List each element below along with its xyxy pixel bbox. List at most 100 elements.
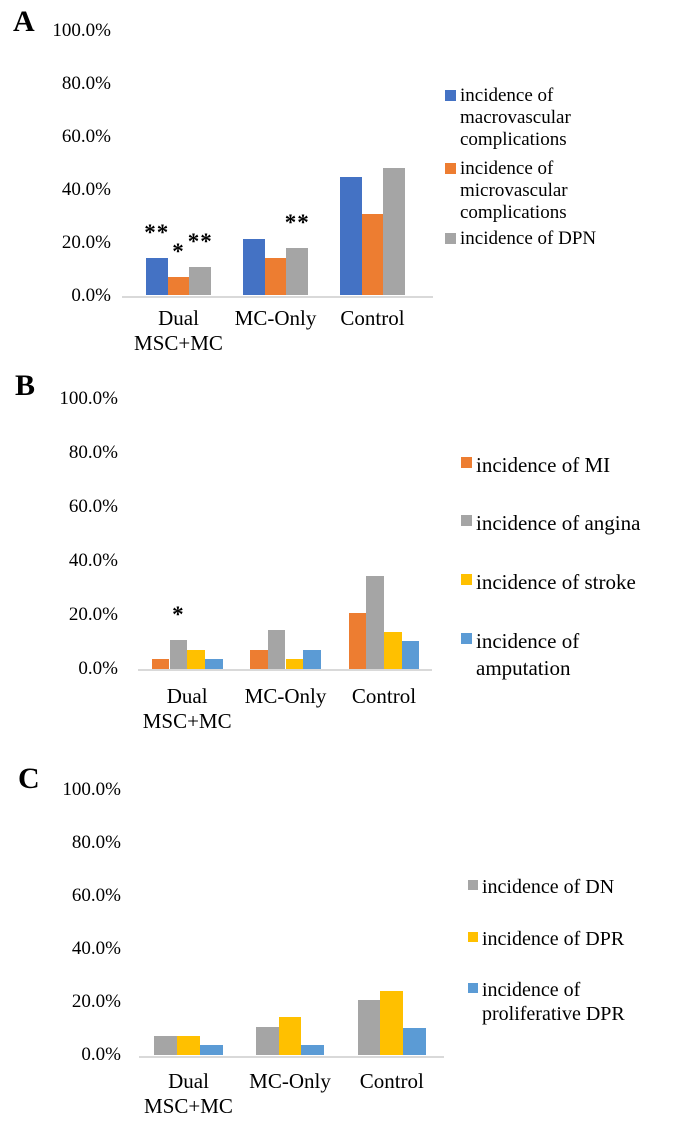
x-axis-category-label: Dual MSC+MC [109, 306, 249, 356]
legend-swatch-icon [445, 233, 456, 244]
x-axis-category-label: Control [314, 684, 454, 709]
x-axis-category-label-line: Control [340, 306, 405, 330]
bar [361, 213, 384, 296]
legend-label-line: incidence of DPN [460, 228, 597, 249]
y-axis-tick-label: 40.0% [68, 550, 118, 571]
bar [242, 238, 265, 296]
legend-label-line: incidence of MI [476, 453, 611, 477]
y-axis-tick-label: 80.0% [68, 442, 118, 463]
bar [366, 575, 384, 669]
bar [357, 1000, 381, 1055]
y-axis-tick-label: 100.0% [52, 20, 111, 41]
y-axis-tick-label: 0.0% [71, 284, 111, 306]
x-axis-line [139, 1056, 444, 1058]
bar [169, 640, 188, 669]
y-axis-tick-label: 60.0% [71, 885, 121, 906]
legend-label-line: incidence of DN [482, 876, 615, 898]
x-axis-category-label-line: Dual [158, 306, 199, 330]
y-axis-tick-label: 20.0% [68, 604, 118, 625]
y-axis-tick-label: 40.0% [71, 938, 121, 959]
bar [154, 1036, 178, 1055]
legend-label-line: incidence of stroke [476, 570, 636, 594]
significance-asterisk: ** [144, 219, 170, 245]
bar [267, 630, 286, 669]
legend-swatch-icon [461, 633, 472, 644]
bar [264, 257, 287, 296]
bar [250, 649, 268, 669]
legend-label: incidence of DPR [482, 927, 624, 951]
y-axis-tick-label: 0.0% [78, 658, 118, 679]
y-axis-tick-label: 100.0% [62, 779, 121, 800]
legend-label-line: complications [460, 202, 567, 223]
bar [384, 631, 402, 669]
legend-label: incidence of angina [476, 510, 640, 537]
legend-swatch-icon [468, 983, 478, 993]
bar [303, 649, 321, 669]
y-axis-tick-label: 60.0% [68, 496, 118, 517]
bar [301, 1045, 325, 1055]
bar [403, 1027, 426, 1055]
bar [204, 659, 223, 669]
legend-label: incidence of DPN [460, 228, 596, 250]
bar [380, 991, 404, 1055]
legend-label-line: incidence of [460, 85, 554, 106]
legend-label: incidence of macrovascular complications [460, 85, 571, 151]
legend-label: incidence of stroke [476, 569, 636, 596]
bar [177, 1036, 200, 1055]
legend-label-line: complications [460, 129, 567, 150]
bar [348, 613, 367, 669]
y-axis-tick-label: 100.0% [59, 388, 118, 409]
x-axis-category-label: Control [303, 306, 443, 331]
legend-label-line: amputation [476, 656, 571, 680]
bar [285, 659, 304, 669]
legend-swatch-icon [445, 163, 456, 174]
legend-label-line: incidence of DPR [482, 928, 625, 950]
y-axis-tick-label: 80.0% [71, 832, 121, 853]
legend-label: incidence of DN [482, 875, 614, 899]
x-axis-category-label-line: Dual [166, 684, 208, 708]
legend-label-line: macrovascular [460, 107, 571, 128]
x-axis-category-label: MC-Only [206, 306, 346, 331]
bar [189, 267, 212, 296]
x-axis-category-label-line: Control [359, 1069, 424, 1093]
legend-label: incidence of proliferative DPR [482, 978, 625, 1026]
x-axis-category-label: MC-Only [216, 684, 356, 709]
bar [255, 1026, 279, 1055]
bar [145, 257, 168, 296]
legend-swatch-icon [461, 457, 472, 468]
legend-label: incidence of MI [476, 452, 610, 479]
y-axis-tick-label: 80.0% [61, 72, 111, 94]
legend-swatch-icon [445, 90, 456, 101]
legend-swatch-icon [468, 932, 478, 942]
x-axis-category-label-line: MC-Only [234, 306, 317, 330]
x-axis-line [138, 669, 432, 671]
significance-asterisk: * [172, 602, 185, 628]
x-axis-category-label-line: MSC+MC [144, 1094, 233, 1118]
x-axis-category-label: Control [322, 1069, 462, 1094]
legend-label: incidence of microvascular complications [460, 158, 568, 224]
legend-label-line: microvascular [460, 180, 568, 201]
x-axis-category-label-line: MSC+MC [134, 331, 223, 355]
x-axis-category-label-line: MC-Only [244, 684, 327, 708]
y-axis-tick-label: 20.0% [61, 231, 111, 253]
panel-label: A [13, 5, 35, 38]
legend-swatch-icon [468, 880, 478, 890]
y-axis-tick-label: 60.0% [61, 125, 111, 147]
x-axis-category-label: MC-Only [220, 1069, 360, 1094]
y-axis-tick-label: 40.0% [61, 178, 111, 200]
y-axis-tick-label: 20.0% [71, 991, 121, 1012]
significance-asterisk: * [172, 238, 185, 264]
significance-asterisk: ** [187, 229, 213, 255]
legend-swatch-icon [461, 574, 472, 585]
legend-swatch-icon [461, 515, 472, 526]
x-axis-category-label-line: Control [351, 684, 417, 708]
bar [286, 248, 309, 296]
bar [167, 276, 190, 296]
legend-label-line: incidence of [482, 979, 581, 1001]
x-axis-line [122, 296, 433, 298]
legend-label: incidence of amputation [476, 628, 579, 682]
bar [199, 1045, 223, 1055]
legend-label-line: incidence of angina [476, 511, 641, 535]
x-axis-category-label-line: Dual [168, 1069, 209, 1093]
